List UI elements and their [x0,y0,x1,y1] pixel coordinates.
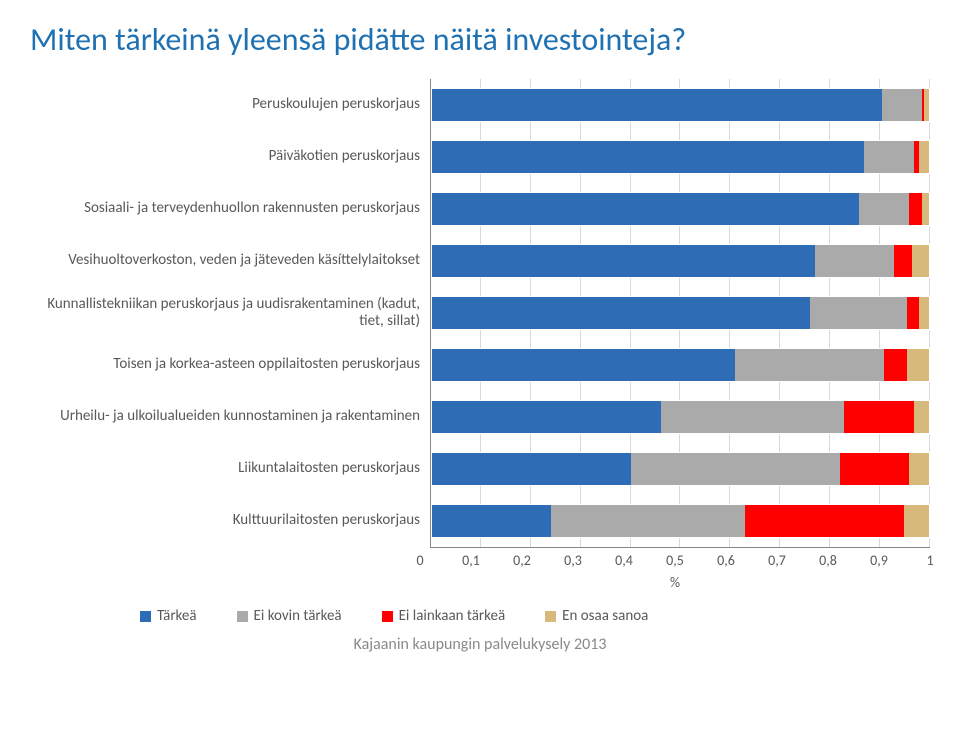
stacked-bar [431,296,930,330]
x-tick: 0,8 [819,552,837,569]
category-label: Kunnallistekniikan peruskorjaus ja uudis… [40,287,430,339]
x-tick: 0,4 [615,552,633,569]
category-label: Liikuntalaitosten peruskorjaus [40,443,430,495]
bar-segment [864,141,914,173]
legend-swatch [545,611,556,622]
bars-column [430,79,930,548]
x-tick: 0,9 [870,552,888,569]
category-label: Kulttuurilaitosten peruskorjaus [40,495,430,547]
legend-label: Tärkeä [157,607,197,625]
x-tick: 0,1 [462,552,480,569]
legend-item: Ei kovin tärkeä [237,607,342,625]
x-tick: 0,7 [768,552,786,569]
bar-segment [882,89,922,121]
x-tick: 0,5 [666,552,684,569]
bar-segment [914,401,929,433]
x-tick: 0,6 [717,552,735,569]
bar-segment [432,89,882,121]
legend-swatch [237,611,248,622]
bar-row [431,443,930,495]
bar-segment [909,193,921,225]
stacked-bar [431,348,930,382]
bar-segment [551,505,745,537]
bar-segment [904,505,929,537]
x-tick: 0,2 [513,552,531,569]
category-label: Vesihuoltoverkoston, veden ja jäteveden … [40,235,430,287]
bar-row [431,183,930,235]
x-axis-label: % [420,574,930,591]
legend-label: Ei kovin tärkeä [254,607,342,625]
bar-row [431,131,930,183]
legend-item: Ei lainkaan tärkeä [382,607,506,625]
legend-swatch [140,611,151,622]
stacked-bar [431,244,930,278]
bar-segment [432,193,859,225]
bar-segment [909,453,929,485]
bar-segment [912,245,929,277]
stacked-bar [431,452,930,486]
x-tick: 0,3 [564,552,582,569]
stacked-bar [431,504,930,538]
category-label: Toisen ja korkea-asteen oppilaitosten pe… [40,339,430,391]
stacked-bar [431,192,930,226]
bar-segment [661,401,845,433]
footer-text: Kajaanin kaupungin palvelukysely 2013 [30,635,930,654]
bar-row [431,339,930,391]
bar-segment [432,453,631,485]
bar-segment [907,349,929,381]
x-axis-ticks: 00,10,20,30,40,50,60,70,80,91 [420,552,930,572]
bar-segment [894,245,911,277]
x-axis: 0 0,1 0,2 0,3 0,4 0,5 0,6 0,7 0,8 0,9 1 [30,552,930,572]
bar-segment [844,401,914,433]
stacked-bar [431,140,930,174]
bar-row [431,235,930,287]
x-tick: 1 [926,552,933,569]
bar-row [431,495,930,547]
bar-segment [432,349,735,381]
category-label: Peruskoulujen peruskorjaus [40,79,430,131]
bar-segment [432,297,810,329]
bar-segment [432,245,815,277]
bar-row [431,79,930,131]
bar-segment [919,141,929,173]
bar-segment [919,297,929,329]
legend-item: Tärkeä [140,607,197,625]
bar-segment [745,505,904,537]
category-label: Urheilu- ja ulkoilualueiden kunnostamine… [40,391,430,443]
chart-title: Miten tärkeinä yleensä pidätte näitä inv… [30,20,930,59]
bar-segment [859,193,909,225]
bar-segment [432,505,551,537]
bar-row [431,391,930,443]
category-labels-column: Peruskoulujen peruskorjausPäiväkotien pe… [40,79,430,548]
bar-row [431,287,930,339]
category-label: Sosiaali- ja terveydenhuollon rakennuste… [40,183,430,235]
x-tick: 0 [416,552,423,569]
bar-segment [840,453,910,485]
bar-segment [922,193,929,225]
bar-segment [884,349,906,381]
category-label: Päiväkotien peruskorjaus [40,131,430,183]
stacked-bar [431,88,930,122]
legend-item: En osaa sanoa [545,607,648,625]
bar-segment [810,297,907,329]
bar-segment [924,89,929,121]
bar-segment [432,141,864,173]
stacked-bar [431,400,930,434]
bar-segment [735,349,884,381]
legend-label: En osaa sanoa [562,607,648,625]
legend-swatch [382,611,393,622]
bar-segment [907,297,919,329]
chart-area: Peruskoulujen peruskorjausPäiväkotien pe… [40,79,930,548]
legend-label: Ei lainkaan tärkeä [399,607,506,625]
bar-segment [432,401,661,433]
legend: Tärkeä Ei kovin tärkeä Ei lainkaan tärkeä E… [140,607,930,625]
bar-segment [631,453,840,485]
bar-segment [815,245,895,277]
